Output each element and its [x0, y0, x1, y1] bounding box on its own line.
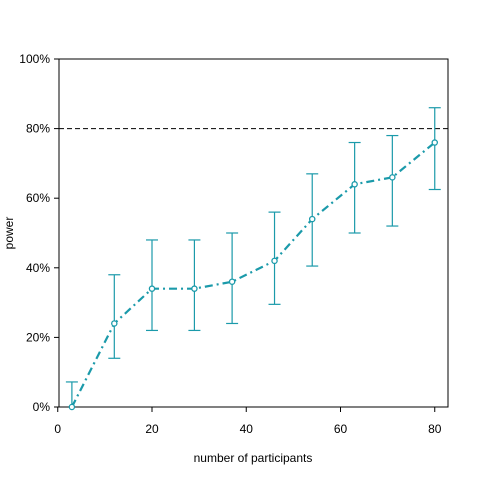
- x-tick-label: 80: [428, 422, 442, 436]
- y-tick-label: 40%: [26, 261, 50, 275]
- data-point: [148, 285, 156, 292]
- y-tick-label: 60%: [26, 191, 50, 205]
- y-tick-label: 20%: [26, 330, 50, 344]
- y-tick-label: 0%: [33, 400, 51, 414]
- data-point: [308, 215, 316, 223]
- x-tick-label: 60: [334, 422, 348, 436]
- y-tick-label: 100%: [19, 52, 50, 66]
- data-point: [431, 139, 438, 146]
- data-point: [389, 174, 396, 181]
- x-axis: 0 20 40 60 80: [54, 407, 442, 436]
- x-axis-title: number of participants: [194, 451, 313, 465]
- data-point: [68, 403, 76, 411]
- x-tick-label: 0: [54, 422, 61, 436]
- y-axis-title: power: [2, 217, 16, 250]
- data-point: [111, 320, 118, 327]
- plot-frame: [58, 58, 449, 408]
- power-series-line: [70, 141, 436, 408]
- series-layer: [65, 107, 441, 411]
- x-tick-label: 40: [240, 422, 254, 436]
- x-tick-label: 20: [145, 422, 159, 436]
- data-point: [191, 285, 198, 292]
- data-point: [351, 181, 358, 188]
- data-point: [228, 278, 236, 285]
- y-axis: 0% 20% 40% 60% 80% 100%: [19, 52, 59, 414]
- data-point: [271, 257, 278, 265]
- y-tick-label: 80%: [26, 122, 50, 136]
